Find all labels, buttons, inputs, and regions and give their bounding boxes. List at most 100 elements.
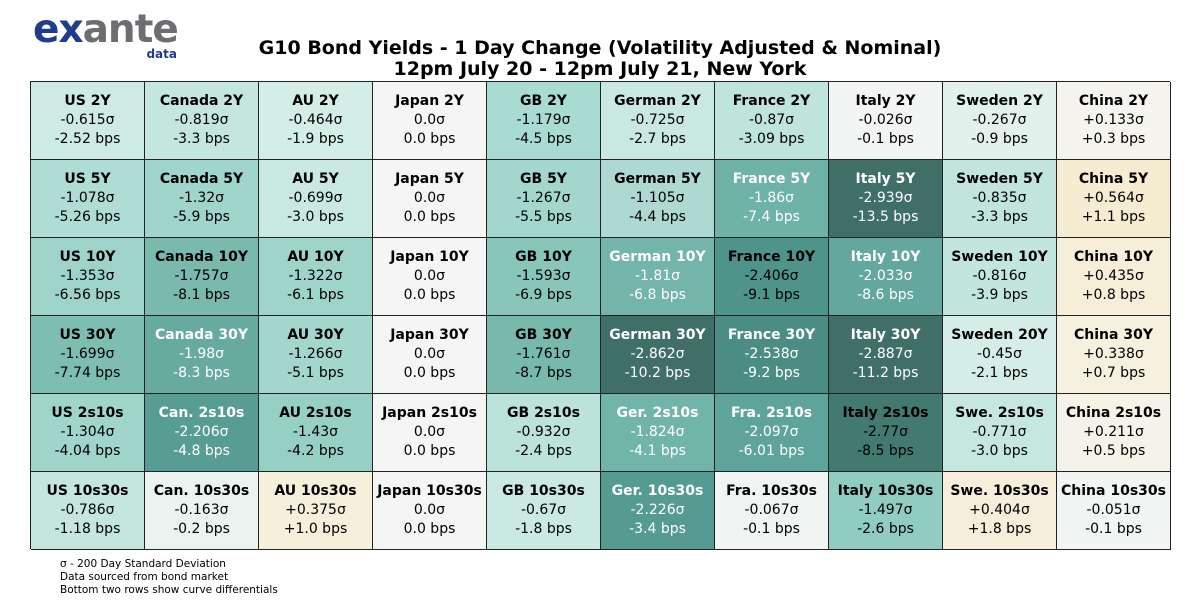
cell-sigma-change: -1.497σ [858, 502, 913, 518]
cell-label: GB 30Y [515, 327, 572, 343]
table-cell: Japan 5Y 0.0σ 0.0 bps [373, 160, 487, 238]
cell-label: German 5Y [614, 171, 701, 187]
table-cell: France 2Y -0.87σ -3.09 bps [715, 82, 829, 160]
cell-label: France 5Y [732, 171, 811, 187]
table-cell: Italy 2s10s -2.77σ -8.5 bps [829, 394, 943, 472]
footnote-source: Data sourced from bond market [60, 571, 229, 583]
cell-sigma-change: -2.226σ [630, 502, 685, 518]
logo-subtext: data [146, 47, 177, 61]
cell-label: France 10Y [727, 249, 816, 265]
cell-label: German 10Y [609, 249, 706, 265]
table-cell: GB 10s30s -0.67σ -1.8 bps [487, 472, 601, 550]
cell-sigma-change: -1.179σ [516, 112, 571, 128]
cell-sigma-change: -0.699σ [288, 190, 343, 206]
cell-label: US 10Y [59, 249, 116, 265]
table-cell: US 2s10s -1.304σ -4.04 bps [31, 394, 145, 472]
logo-part-ante: ante [82, 7, 179, 52]
table-cell: Italy 5Y -2.939σ -13.5 bps [829, 160, 943, 238]
cell-sigma-change: -2.939σ [858, 190, 913, 206]
cell-label: US 5Y [64, 171, 111, 187]
cell-bps-change: -3.3 bps [173, 131, 230, 147]
cell-sigma-change: -1.98σ [178, 346, 225, 362]
cell-label: US 10s30s [46, 483, 129, 499]
table-cell: US 10s30s -0.786σ -1.18 bps [31, 472, 145, 550]
cell-bps-change: -3.0 bps [971, 443, 1028, 459]
cell-bps-change: 0.0 bps [403, 521, 456, 537]
cell-bps-change: -11.2 bps [852, 365, 919, 381]
cell-sigma-change: -1.304σ [60, 424, 115, 440]
cell-label: China 30Y [1074, 327, 1153, 343]
cell-bps-change: -8.5 bps [857, 443, 914, 459]
table-cell: Sweden 5Y -0.835σ -3.3 bps [943, 160, 1057, 238]
cell-bps-change: -2.1 bps [971, 365, 1028, 381]
cell-bps-change: 0.0 bps [403, 131, 456, 147]
cell-sigma-change: -1.267σ [516, 190, 571, 206]
cell-bps-change: -8.1 bps [173, 287, 230, 303]
cell-sigma-change: -2.033σ [858, 268, 913, 284]
table-cell: US 2Y -0.615σ -2.52 bps [31, 82, 145, 160]
table-cell: China 2s10s +0.211σ +0.5 bps [1057, 394, 1171, 472]
cell-sigma-change: -0.067σ [744, 502, 799, 518]
cell-label: German 30Y [609, 327, 706, 343]
table-cell: Italy 10Y -2.033σ -8.6 bps [829, 238, 943, 316]
table-cell: Canada 2Y -0.819σ -3.3 bps [145, 82, 259, 160]
cell-bps-change: -9.2 bps [743, 365, 800, 381]
cell-label: Ger. 10s30s [611, 483, 704, 499]
cell-bps-change: -8.7 bps [515, 365, 572, 381]
cell-label: Italy 5Y [855, 171, 916, 187]
cell-label: AU 30Y [287, 327, 344, 343]
cell-sigma-change: +0.338σ [1083, 346, 1144, 362]
cell-sigma-change: -1.761σ [516, 346, 571, 362]
cell-label: Swe. 10s30s [950, 483, 1049, 499]
table-cell: Canada 10Y -1.757σ -8.1 bps [145, 238, 259, 316]
cell-bps-change: -5.5 bps [515, 209, 572, 225]
cell-bps-change: -3.3 bps [971, 209, 1028, 225]
table-cell: AU 10Y -1.322σ -6.1 bps [259, 238, 373, 316]
table-cell: Italy 10s30s -1.497σ -2.6 bps [829, 472, 943, 550]
cell-label: Swe. 2s10s [955, 405, 1044, 421]
table-cell: US 10Y -1.353σ -6.56 bps [31, 238, 145, 316]
cell-label: Ger. 2s10s [616, 405, 699, 421]
cell-sigma-change: -1.266σ [288, 346, 343, 362]
cell-bps-change: -6.9 bps [515, 287, 572, 303]
cell-bps-change: -3.0 bps [287, 209, 344, 225]
cell-label: Fra. 2s10s [730, 405, 813, 421]
cell-sigma-change: -0.464σ [288, 112, 343, 128]
table-cell: German 10Y -1.81σ -6.8 bps [601, 238, 715, 316]
cell-label: France 2Y [732, 93, 811, 109]
cell-sigma-change: -0.051σ [1086, 502, 1141, 518]
cell-label: Canada 10Y [154, 249, 249, 265]
cell-label: GB 2Y [520, 93, 567, 109]
cell-label: German 2Y [614, 93, 701, 109]
table-cell: China 10s30s -0.051σ -0.1 bps [1057, 472, 1171, 550]
cell-bps-change: -8.3 bps [173, 365, 230, 381]
table-cell: GB 2Y -1.179σ -4.5 bps [487, 82, 601, 160]
cell-sigma-change: -2.538σ [744, 346, 799, 362]
cell-label: Japan 30Y [390, 327, 469, 343]
chart-subtitle: 12pm July 20 - 12pm July 21, New York [393, 58, 807, 80]
table-cell: France 10Y -2.406σ -9.1 bps [715, 238, 829, 316]
cell-label: US 30Y [59, 327, 116, 343]
cell-sigma-change: -0.026σ [858, 112, 913, 128]
cell-label: Italy 10Y [850, 249, 921, 265]
table-cell: Japan 10s30s 0.0σ 0.0 bps [373, 472, 487, 550]
table-cell: Can. 10s30s -0.163σ -0.2 bps [145, 472, 259, 550]
cell-bps-change: -4.8 bps [173, 443, 230, 459]
table-cell: AU 10s30s +0.375σ +1.0 bps [259, 472, 373, 550]
cell-label: Can. 10s30s [153, 483, 250, 499]
cell-bps-change: -5.1 bps [287, 365, 344, 381]
cell-sigma-change: -0.67σ [520, 502, 567, 518]
cell-bps-change: -6.8 bps [629, 287, 686, 303]
cell-sigma-change: -0.725σ [630, 112, 685, 128]
cell-bps-change: -5.9 bps [173, 209, 230, 225]
cell-bps-change: -7.74 bps [54, 365, 121, 381]
table-cell: Fra. 2s10s -2.097σ -6.01 bps [715, 394, 829, 472]
cell-label: Sweden 10Y [951, 249, 1048, 265]
cell-bps-change: -0.1 bps [743, 521, 800, 537]
cell-sigma-change: -0.932σ [516, 424, 571, 440]
cell-bps-change: -2.4 bps [515, 443, 572, 459]
cell-label: China 10Y [1074, 249, 1153, 265]
cell-sigma-change: -2.862σ [630, 346, 685, 362]
table-cell: German 30Y -2.862σ -10.2 bps [601, 316, 715, 394]
logo-wordmark: exante [33, 7, 179, 52]
